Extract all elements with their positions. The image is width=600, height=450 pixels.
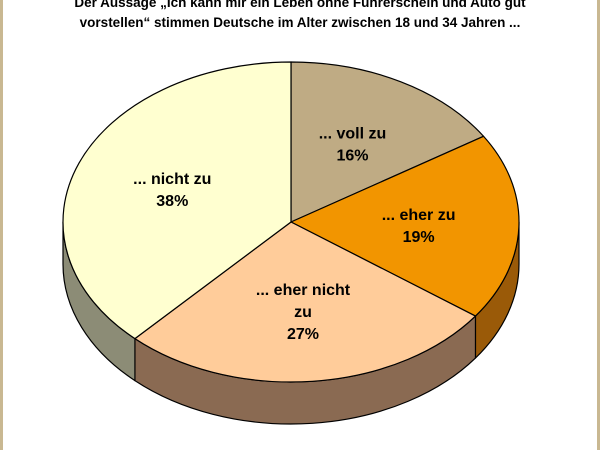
slice-label-eher-zu: ... eher zu 19% [382,207,456,246]
slice-category-label: ... eher nicht [256,282,351,299]
slice-label-eher-nicht-zu: ... eher nicht zu 27% [256,282,351,343]
pie-slices [62,61,520,383]
pie-slice-nicht-zu [62,61,292,340]
pie-chart: ... voll zu 16% ... eher zu 19% ... eher nic… [62,61,520,425]
slice-value-label: 19% [403,229,435,246]
pie-slice-eher-nicht-zu [134,221,477,383]
slice-value-label: 16% [336,147,368,164]
slice-category-label: ... nicht zu [133,171,211,188]
pie-slice-eher-zu [290,135,520,317]
chart-title-line-1: Der Aussage „Ich kann mir ein Leben ohne… [74,0,526,10]
slice-label-voll-zu: ... voll zu 16% [319,125,387,164]
slice-category-label: ... voll zu [319,125,387,142]
slice-value-label: 27% [287,326,319,343]
pie-slice-voll-zu [290,61,485,223]
slice-category-label: ... eher zu [382,207,456,224]
slice-category-label: zu [294,304,312,321]
chart-title-line-2: vorstellen“ stimmen Deutsche im Alter zw… [79,15,521,30]
pie-labels: ... voll zu 16% ... eher zu 19% ... eher nic… [133,125,455,343]
slice-label-nicht-zu: ... nicht zu 38% [133,171,211,210]
slice-value-label: 38% [156,193,188,210]
chart-title: Der Aussage „Ich kann mir ein Leben ohne… [3,0,597,33]
